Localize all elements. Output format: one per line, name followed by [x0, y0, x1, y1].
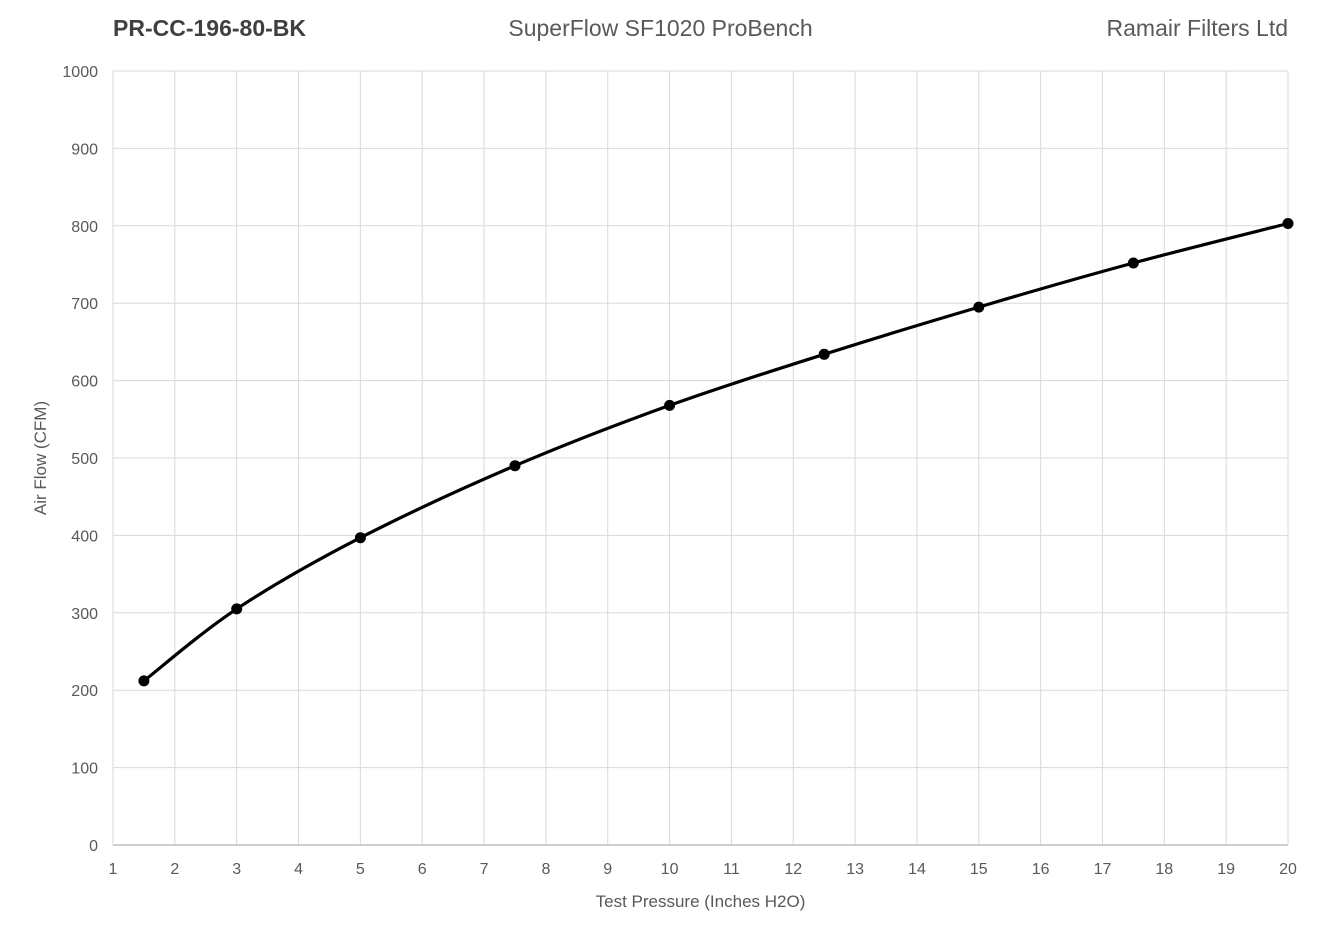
- x-tick-label: 13: [846, 861, 864, 878]
- x-tick-label: 18: [1155, 861, 1173, 878]
- x-axis-title: Test Pressure (Inches H2O): [595, 892, 806, 911]
- x-tick-label: 7: [480, 861, 489, 878]
- chart-title-part-number: PR-CC-196-80-BK: [113, 15, 306, 41]
- x-tick-label: 14: [908, 861, 926, 878]
- x-tick-label: 19: [1217, 861, 1235, 878]
- airflow-series-line: [142, 221, 1290, 683]
- data-point-marker: [818, 348, 830, 360]
- x-tick-label: 15: [970, 861, 988, 878]
- x-tick-label: 8: [541, 861, 550, 878]
- data-point-marker: [138, 675, 150, 687]
- x-tick-label: 17: [1094, 861, 1112, 878]
- x-tick-label: 10: [661, 861, 679, 878]
- x-tick-label: 9: [603, 861, 612, 878]
- x-tick-label: 11: [723, 861, 740, 878]
- x-tick-label: 5: [356, 861, 365, 878]
- chart-title-bench: SuperFlow SF1020 ProBench: [508, 15, 813, 41]
- data-point-marker: [973, 301, 985, 313]
- y-tick-label: 200: [71, 683, 98, 700]
- y-tick-label: 900: [71, 141, 98, 158]
- y-tick-label: 500: [71, 451, 98, 468]
- data-point-marker: [354, 532, 366, 544]
- data-point-marker: [1282, 218, 1294, 229]
- y-tick-label: 0: [89, 838, 98, 855]
- x-tick-label: 1: [109, 861, 118, 878]
- data-point-marker: [1127, 257, 1139, 269]
- y-tick-label: 800: [71, 219, 98, 236]
- y-tick-label: 600: [71, 374, 98, 391]
- x-tick-label: 20: [1279, 861, 1297, 878]
- chart-title-company: Ramair Filters Ltd: [1106, 15, 1288, 41]
- x-tick-label: 16: [1032, 861, 1050, 878]
- data-point-marker: [664, 399, 676, 411]
- x-tick-label: 12: [784, 861, 802, 878]
- x-tick-label: 2: [170, 861, 179, 878]
- data-point-marker: [231, 603, 243, 615]
- y-tick-label: 400: [71, 528, 98, 545]
- y-tick-label: 100: [71, 761, 98, 778]
- y-tick-label: 1000: [62, 64, 98, 81]
- x-tick-label: 6: [418, 861, 427, 878]
- x-tick-label: 4: [294, 861, 303, 878]
- data-point-marker: [509, 460, 521, 472]
- x-tick-label: 3: [232, 861, 241, 878]
- y-tick-label: 300: [71, 606, 98, 623]
- y-tick-label: 700: [71, 296, 98, 313]
